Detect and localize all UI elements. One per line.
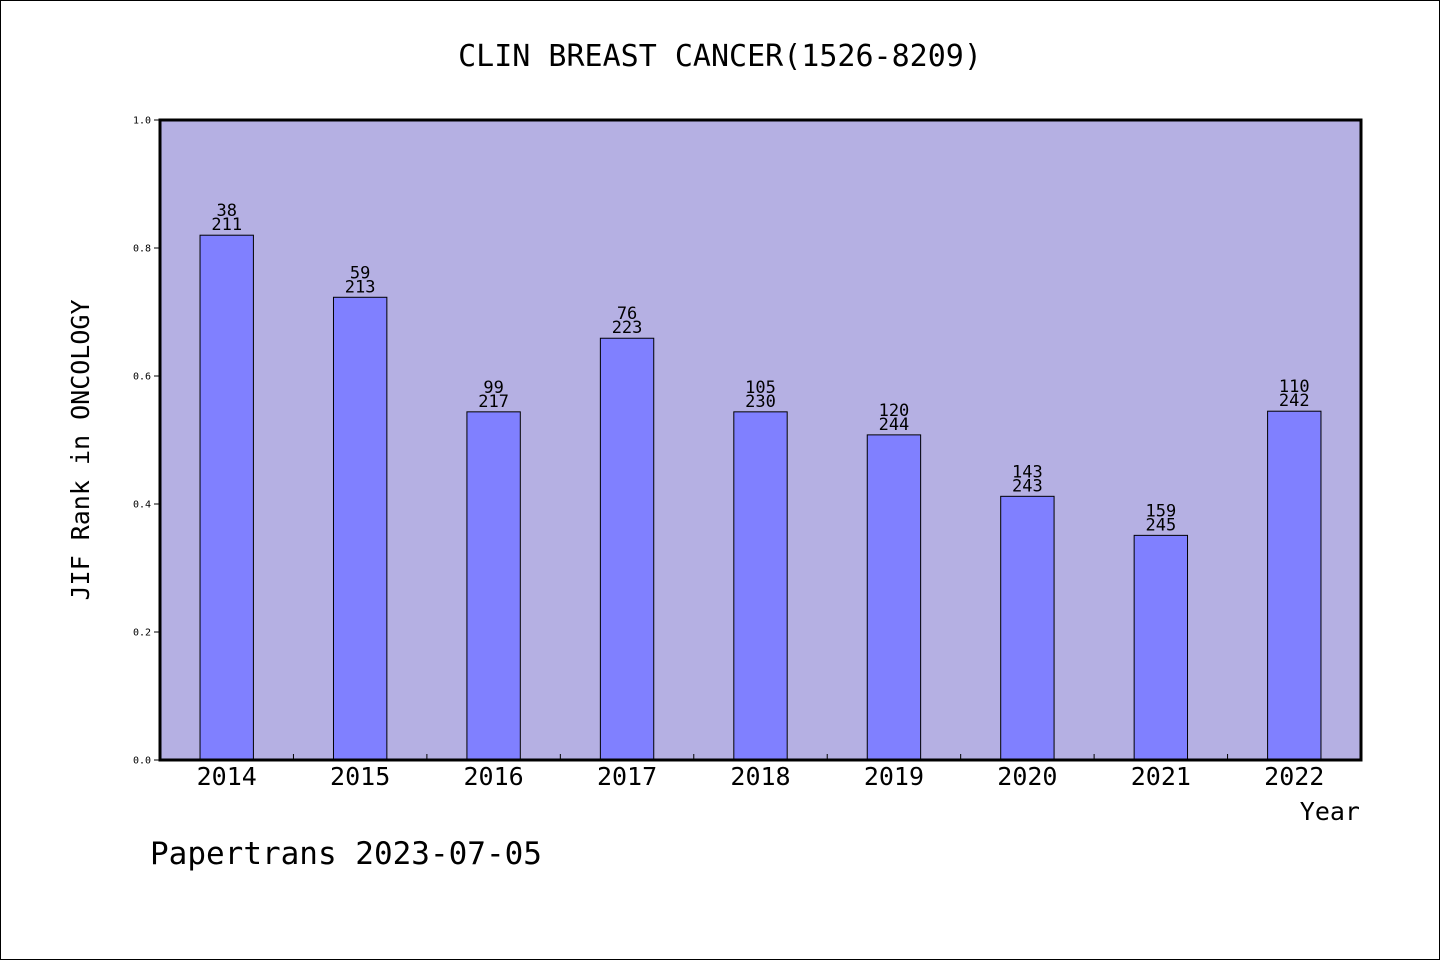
chart-title: CLIN BREAST CANCER(1526-8209) [458, 39, 982, 74]
bar-2014 [199, 234, 254, 761]
x-axis: 2014 2015 2016 2017 2018 2019 2020 2021 2022 [197, 754, 1324, 791]
x-tick-label-2014: 2014 [197, 762, 257, 791]
bar-label-total-2021: 245 [1145, 515, 1176, 535]
plot-border [158, 118, 1363, 762]
bar-label-rank-2020: 143 [1012, 462, 1043, 482]
bar-label-total-2015: 213 [345, 277, 376, 297]
bar-label-rank-2019: 120 [879, 401, 910, 421]
x-tick-label-2017: 2017 [597, 762, 657, 791]
y-tick-label-0.0: 0.0 [133, 756, 151, 767]
bar-2022 [1267, 410, 1322, 761]
bar-2020 [1000, 495, 1055, 761]
bar-label-rank-2022: 110 [1279, 377, 1310, 397]
x-tick-label-2019: 2019 [864, 762, 924, 791]
y-tick-label-0.8: 0.8 [133, 244, 151, 255]
bar-label-total-2020: 243 [1012, 476, 1043, 496]
bar-2018 [733, 411, 788, 761]
footer-text: Papertrans 2023-07-05 [150, 836, 542, 872]
bar-2016 [466, 411, 521, 761]
x-tick-label-2021: 2021 [1131, 762, 1191, 791]
x-tick-label-2022: 2022 [1264, 762, 1324, 791]
y-tick-label-0.4: 0.4 [133, 500, 151, 511]
bar-label-total-2017: 223 [612, 318, 643, 338]
bar-2019 [866, 434, 922, 761]
y-axis-label: JIF Rank in ONCOLOGY [66, 299, 95, 600]
x-tick-label-2015: 2015 [330, 762, 390, 791]
bar-label-rank-2015: 59 [350, 263, 370, 283]
bar-label-total-2014: 211 [211, 215, 242, 235]
bar-label-total-2018: 230 [745, 392, 776, 412]
y-tick-label-0.6: 0.6 [133, 372, 151, 383]
x-tick-label-2018: 2018 [730, 762, 790, 791]
bar-label-total-2022: 242 [1279, 391, 1310, 411]
bar-label-rank-2014: 38 [216, 201, 236, 221]
bar-label-total-2016: 217 [478, 392, 509, 412]
x-tick-label-2020: 2020 [997, 762, 1057, 791]
bar-label-total-2019: 244 [879, 415, 910, 435]
x-tick-label-2016: 2016 [464, 762, 524, 791]
bar-label-rank-2021: 159 [1145, 501, 1176, 521]
y-tick-label-0.2: 0.2 [133, 628, 151, 639]
bar-label-rank-2017: 76 [617, 304, 637, 324]
y-tick-label-1.0: 1.0 [133, 116, 151, 127]
bar-2015 [332, 296, 388, 761]
y-axis: 0.0 0.2 0.4 0.6 0.8 1.0 [133, 116, 160, 767]
bar-2021 [1133, 534, 1189, 761]
bar-label-rank-2016: 99 [483, 378, 503, 398]
x-axis-label: Year [1300, 797, 1360, 826]
bar-2017 [599, 337, 655, 761]
bars-group [199, 234, 1322, 761]
bar-label-rank-2018: 105 [745, 378, 776, 398]
